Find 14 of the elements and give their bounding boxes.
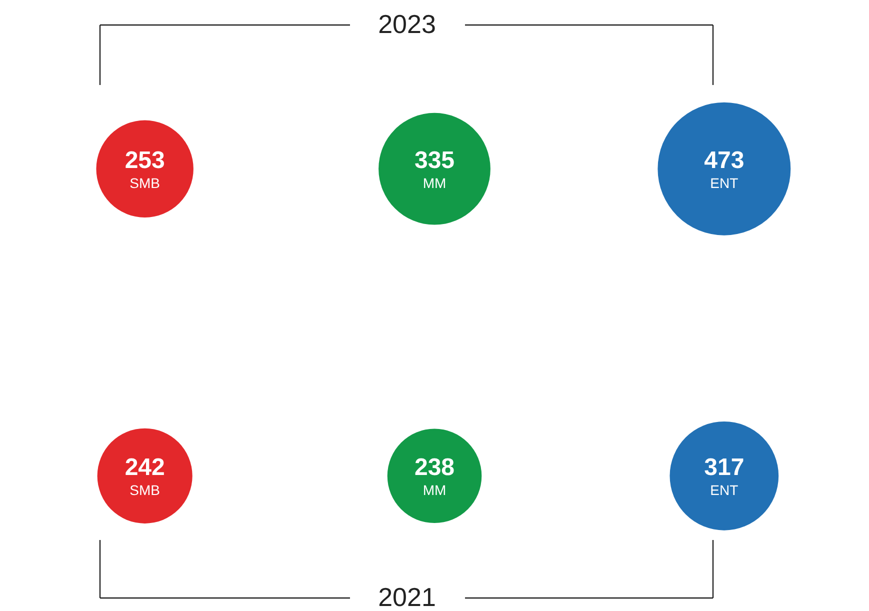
data-label: 253 (124, 146, 165, 174)
data-label: 242 (124, 454, 165, 481)
category-label: ENT (710, 482, 738, 498)
data-label: 473 (704, 146, 744, 174)
data-label: 335 (414, 146, 455, 174)
category-label: SMB (130, 174, 160, 191)
text: 2021 (378, 582, 436, 611)
category-label: SMB (130, 482, 160, 498)
data-label: 238 (414, 454, 455, 481)
text: 2023 (378, 9, 436, 39)
category-label: MM (422, 174, 446, 191)
data-label: 317 (704, 454, 744, 481)
category-label: MM (422, 482, 446, 498)
category-label: ENT (710, 174, 739, 191)
